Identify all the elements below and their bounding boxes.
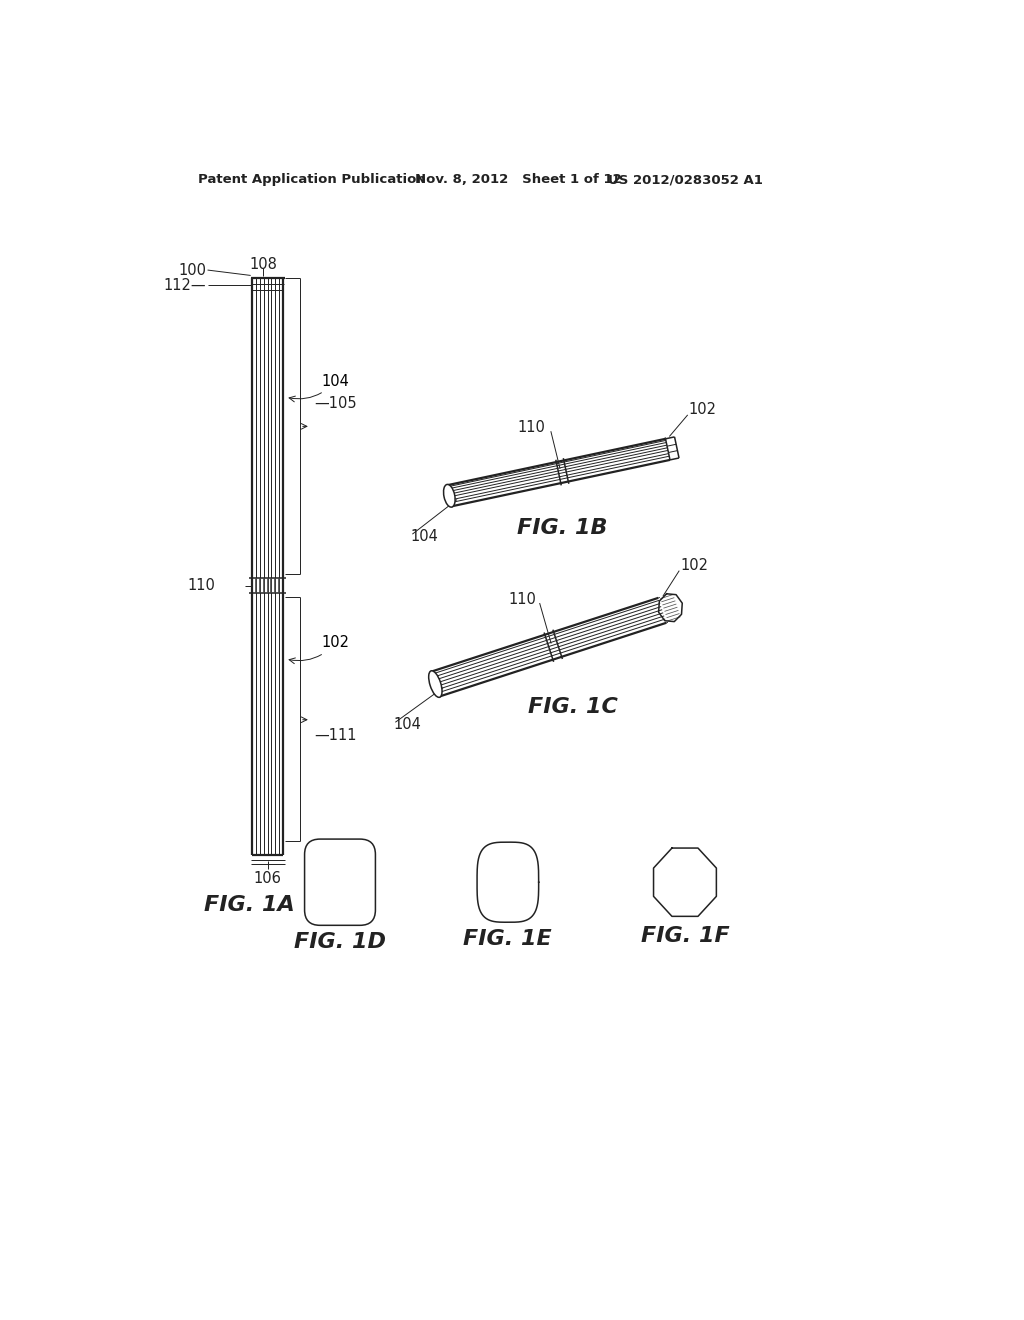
Text: FIG. 1D: FIG. 1D bbox=[294, 932, 386, 952]
Text: 104: 104 bbox=[393, 717, 421, 733]
Text: Patent Application Publication: Patent Application Publication bbox=[199, 173, 426, 186]
Text: 100: 100 bbox=[178, 263, 206, 277]
Text: —111: —111 bbox=[313, 727, 356, 743]
FancyBboxPatch shape bbox=[304, 840, 376, 925]
Text: Nov. 8, 2012   Sheet 1 of 12: Nov. 8, 2012 Sheet 1 of 12 bbox=[416, 173, 623, 186]
Text: FIG. 1A: FIG. 1A bbox=[204, 895, 295, 915]
Ellipse shape bbox=[429, 671, 442, 697]
Text: FIG. 1E: FIG. 1E bbox=[464, 929, 552, 949]
Text: 108: 108 bbox=[249, 257, 276, 272]
Text: 104: 104 bbox=[411, 529, 438, 544]
Text: 110: 110 bbox=[518, 420, 546, 434]
Ellipse shape bbox=[443, 484, 455, 507]
Text: 106: 106 bbox=[254, 871, 282, 886]
Text: 102: 102 bbox=[681, 558, 709, 573]
Text: FIG. 1B: FIG. 1B bbox=[516, 517, 607, 539]
Text: FIG. 1C: FIG. 1C bbox=[528, 697, 618, 717]
Text: US 2012/0283052 A1: US 2012/0283052 A1 bbox=[608, 173, 763, 186]
Text: 110: 110 bbox=[187, 578, 215, 593]
Text: 112—: 112— bbox=[164, 279, 206, 293]
Text: FIG. 1F: FIG. 1F bbox=[641, 927, 729, 946]
Text: —105: —105 bbox=[313, 396, 356, 411]
Text: 104: 104 bbox=[289, 374, 349, 401]
Text: 102: 102 bbox=[289, 635, 349, 664]
Text: 110: 110 bbox=[508, 593, 536, 607]
Text: 102: 102 bbox=[688, 403, 717, 417]
